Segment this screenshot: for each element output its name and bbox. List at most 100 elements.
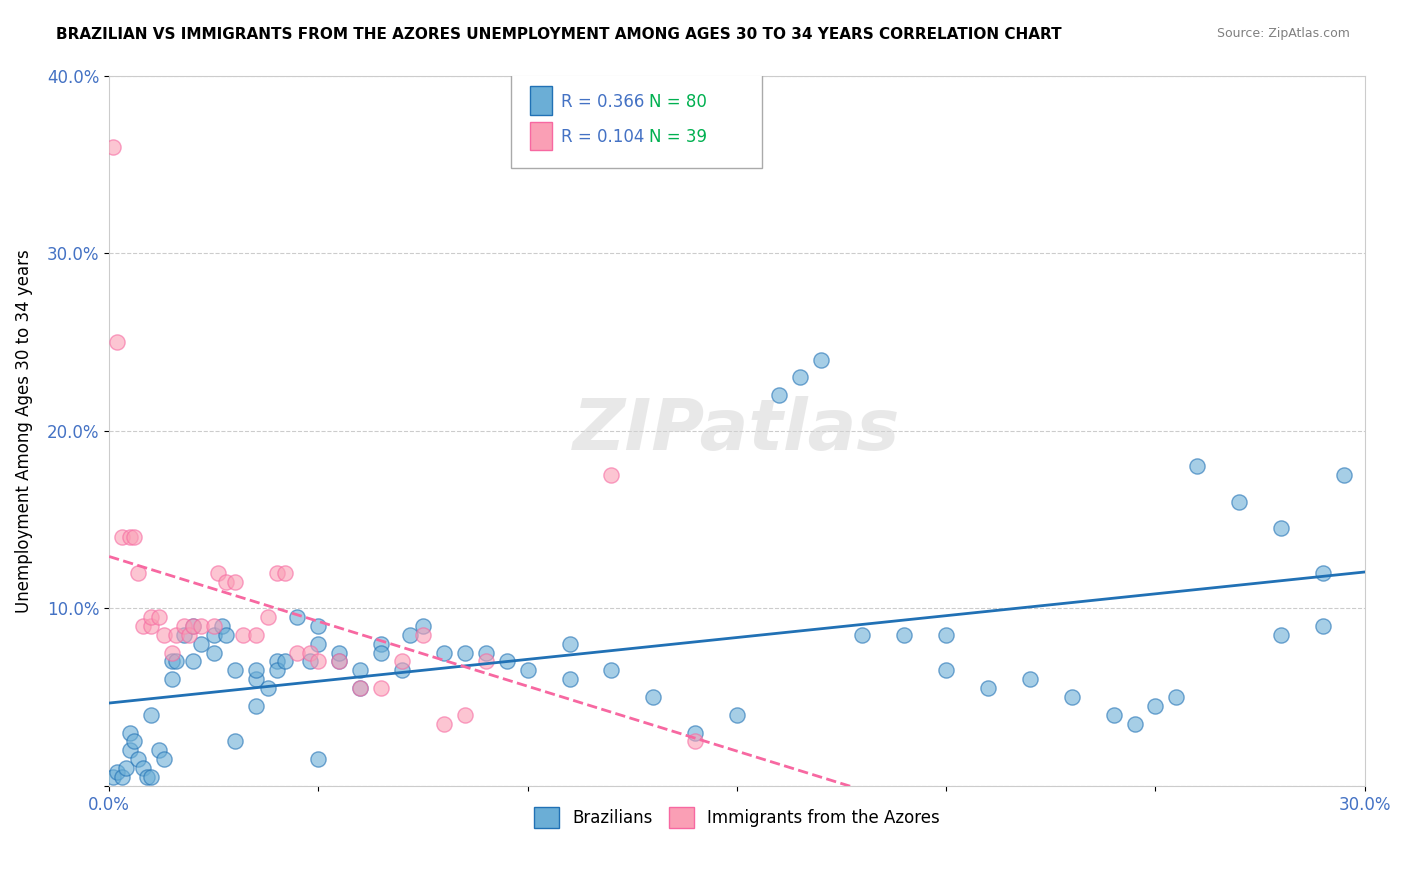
Brazilians <box>399 628 422 642</box>
Brazilians <box>215 628 238 642</box>
Brazilians <box>245 698 267 713</box>
Immigrants from the Azores <box>224 574 246 589</box>
Brazilians <box>152 752 174 766</box>
Immigrants from the Azores <box>181 619 204 633</box>
Brazilians <box>600 664 623 678</box>
Brazilians <box>328 655 350 669</box>
Immigrants from the Azores <box>287 646 309 660</box>
Immigrants from the Azores <box>127 566 149 580</box>
Immigrants from the Azores <box>307 655 329 669</box>
Legend: Brazilians, Immigrants from the Azores: Brazilians, Immigrants from the Azores <box>527 801 946 834</box>
Immigrants from the Azores <box>107 334 129 349</box>
Immigrants from the Azores <box>274 566 297 580</box>
Brazilians <box>307 637 329 651</box>
Brazilians <box>127 752 149 766</box>
Brazilians <box>257 681 280 695</box>
Brazilians <box>266 664 288 678</box>
Text: BRAZILIAN VS IMMIGRANTS FROM THE AZORES UNEMPLOYMENT AMONG AGES 30 TO 34 YEARS C: BRAZILIAN VS IMMIGRANTS FROM THE AZORES … <box>56 27 1062 42</box>
Text: ZIPatlas: ZIPatlas <box>574 396 901 465</box>
Brazilians <box>558 672 581 686</box>
Immigrants from the Azores <box>328 655 350 669</box>
Immigrants from the Azores <box>266 566 288 580</box>
Brazilians <box>181 655 204 669</box>
Brazilians <box>160 672 183 686</box>
Immigrants from the Azores <box>349 681 371 695</box>
Immigrants from the Azores <box>207 566 229 580</box>
Immigrants from the Azores <box>122 530 145 544</box>
Brazilians <box>558 637 581 651</box>
Brazilians <box>643 690 665 704</box>
Immigrants from the Azores <box>202 619 225 633</box>
Brazilians <box>298 655 321 669</box>
Brazilians <box>1333 468 1355 483</box>
Brazilians <box>475 646 498 660</box>
Brazilians <box>165 655 187 669</box>
Immigrants from the Azores <box>118 530 141 544</box>
Immigrants from the Azores <box>139 619 162 633</box>
Brazilians <box>789 370 811 384</box>
Immigrants from the Azores <box>190 619 212 633</box>
Brazilians <box>211 619 233 633</box>
Immigrants from the Azores <box>433 716 456 731</box>
Brazilians <box>1144 698 1167 713</box>
Brazilians <box>370 646 392 660</box>
Text: R = 0.366: R = 0.366 <box>561 93 644 111</box>
Brazilians <box>683 725 706 739</box>
Brazilians <box>768 388 790 402</box>
Brazilians <box>274 655 297 669</box>
Brazilians <box>433 646 456 660</box>
Brazilians <box>412 619 434 633</box>
Immigrants from the Azores <box>103 139 125 153</box>
Brazilians <box>1270 628 1292 642</box>
Brazilians <box>307 752 329 766</box>
Brazilians <box>111 770 134 784</box>
Brazilians <box>935 664 957 678</box>
Brazilians <box>245 664 267 678</box>
FancyBboxPatch shape <box>530 87 553 114</box>
Brazilians <box>131 761 153 775</box>
Brazilians <box>190 637 212 651</box>
Brazilians <box>1123 716 1146 731</box>
Immigrants from the Azores <box>454 707 477 722</box>
Brazilians <box>454 646 477 660</box>
Brazilians <box>328 646 350 660</box>
Immigrants from the Azores <box>475 655 498 669</box>
Brazilians <box>307 619 329 633</box>
Immigrants from the Azores <box>148 610 170 624</box>
Immigrants from the Azores <box>412 628 434 642</box>
Brazilians <box>1187 459 1209 474</box>
Immigrants from the Azores <box>370 681 392 695</box>
Brazilians <box>516 664 538 678</box>
Brazilians <box>122 734 145 748</box>
Immigrants from the Azores <box>152 628 174 642</box>
Brazilians <box>115 761 138 775</box>
Brazilians <box>977 681 1000 695</box>
Brazilians <box>148 743 170 757</box>
Brazilians <box>1060 690 1083 704</box>
Brazilians <box>118 743 141 757</box>
FancyBboxPatch shape <box>510 69 762 168</box>
Brazilians <box>725 707 748 722</box>
Brazilians <box>349 681 371 695</box>
Brazilians <box>370 637 392 651</box>
Immigrants from the Azores <box>111 530 134 544</box>
Immigrants from the Azores <box>245 628 267 642</box>
Immigrants from the Azores <box>177 628 200 642</box>
Immigrants from the Azores <box>139 610 162 624</box>
Immigrants from the Azores <box>257 610 280 624</box>
Immigrants from the Azores <box>683 734 706 748</box>
Brazilians <box>893 628 915 642</box>
Brazilians <box>1312 566 1334 580</box>
Brazilians <box>391 664 413 678</box>
Brazilians <box>1102 707 1125 722</box>
Brazilians <box>135 770 157 784</box>
Brazilians <box>160 655 183 669</box>
Brazilians <box>107 764 129 779</box>
Brazilians <box>245 672 267 686</box>
Immigrants from the Azores <box>173 619 195 633</box>
Brazilians <box>810 352 832 367</box>
Brazilians <box>1019 672 1042 686</box>
Text: N = 39: N = 39 <box>650 128 707 146</box>
Text: N = 80: N = 80 <box>650 93 707 111</box>
Brazilians <box>173 628 195 642</box>
